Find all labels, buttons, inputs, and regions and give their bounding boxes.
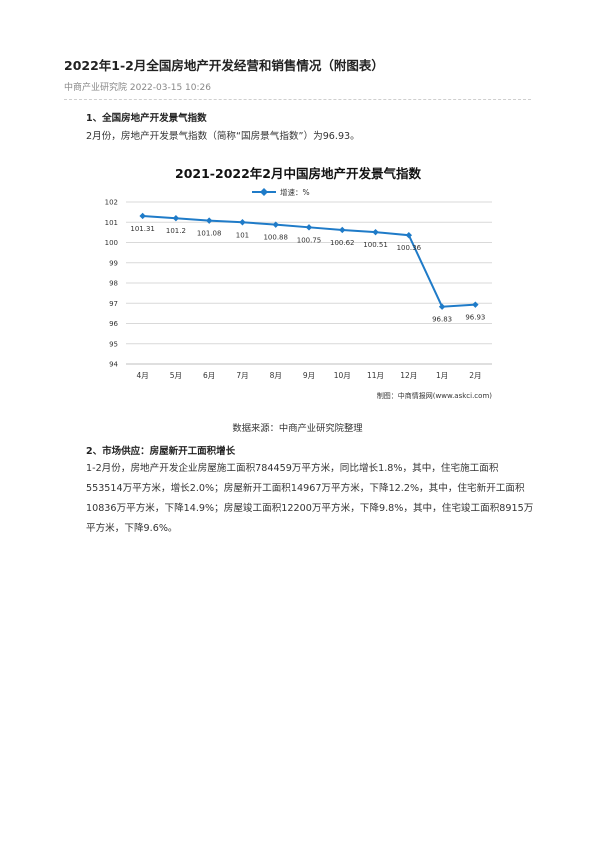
data-label: 101.31 xyxy=(130,225,155,233)
line-chart: 2021-2022年2月中国房地产开发景气指数 增速：% 94 95 96 97 98 9… xyxy=(105,166,493,400)
data-point xyxy=(272,221,279,228)
chart-legend: 增速：% xyxy=(252,187,310,197)
section1-heading: 1、全国房地产开发景气指数 xyxy=(86,113,207,124)
x-tick-label: 8月 xyxy=(270,371,282,380)
x-tick-label: 5月 xyxy=(170,371,182,380)
section2-heading: 2、市场供应：房屋新开工面积增长 xyxy=(86,446,236,457)
data-point xyxy=(172,215,180,222)
y-tick-label: 101 xyxy=(105,219,118,227)
divider xyxy=(64,99,531,100)
x-tick-label: 4月 xyxy=(136,371,148,380)
data-point xyxy=(205,217,213,224)
data-label: 96.93 xyxy=(465,314,485,322)
data-label: 100.75 xyxy=(297,236,322,244)
y-tick-label: 102 xyxy=(105,199,118,207)
data-label: 100.51 xyxy=(363,241,388,249)
x-tick-label: 6月 xyxy=(203,371,215,380)
legend-label: 增速：% xyxy=(280,187,310,197)
section1-paragraph: 2月份，房地产开发景气指数（简称“国房景气指数”）为96.93。 xyxy=(86,131,360,142)
data-label: 96.83 xyxy=(432,316,452,324)
y-tick-label: 99 xyxy=(109,259,118,267)
data-point xyxy=(239,219,246,226)
x-tick-label: 7月 xyxy=(236,371,248,380)
chart-caption: 数据来源：中商产业研究院整理 xyxy=(232,423,363,434)
data-label: 100.88 xyxy=(263,234,288,242)
article-title: 2022年1-2月全国房地产开发经营和销售情况（附图表） xyxy=(64,58,384,73)
data-label: 101 xyxy=(236,231,249,239)
y-tick-label: 96 xyxy=(109,320,118,328)
x-tick-label: 12月 xyxy=(400,371,417,380)
y-tick-label: 94 xyxy=(109,361,118,369)
x-tick-label: 11月 xyxy=(367,371,384,380)
data-label: 101.08 xyxy=(197,230,222,238)
y-tick-label: 97 xyxy=(109,300,118,308)
x-tick-label: 10月 xyxy=(334,371,351,380)
data-point xyxy=(339,226,346,234)
data-label: 100.62 xyxy=(330,239,355,247)
data-label: 100.36 xyxy=(397,244,422,252)
y-tick-label: 95 xyxy=(109,340,118,348)
data-point xyxy=(139,212,146,220)
y-tick-label: 100 xyxy=(105,239,118,247)
data-point xyxy=(438,303,446,310)
x-tick-label: 1月 xyxy=(436,371,448,380)
data-label: 101.2 xyxy=(166,227,186,235)
x-tick-label: 2月 xyxy=(469,371,481,380)
data-point xyxy=(405,232,413,239)
y-tick-label: 98 xyxy=(109,280,118,288)
data-point xyxy=(472,301,479,308)
article-meta: 中商产业研究院 2022-03-15 10:26 xyxy=(64,83,211,93)
section2-paragraph: 1-2月份，房地产开发企业房屋施工面积784459万平方米，同比增长1.8%，其… xyxy=(86,463,534,534)
data-point xyxy=(372,228,379,236)
x-tick-label: 9月 xyxy=(303,371,315,380)
chart-title: 2021-2022年2月中国房地产开发景气指数 xyxy=(175,166,421,181)
data-point xyxy=(305,224,313,231)
chart-footer: 制图：中商情报网(www.askci.com) xyxy=(377,391,492,400)
index-chart: 2021-2022年2月中国房地产开发景气指数 增速：% 94 95 96 97 98 9… xyxy=(86,158,510,408)
